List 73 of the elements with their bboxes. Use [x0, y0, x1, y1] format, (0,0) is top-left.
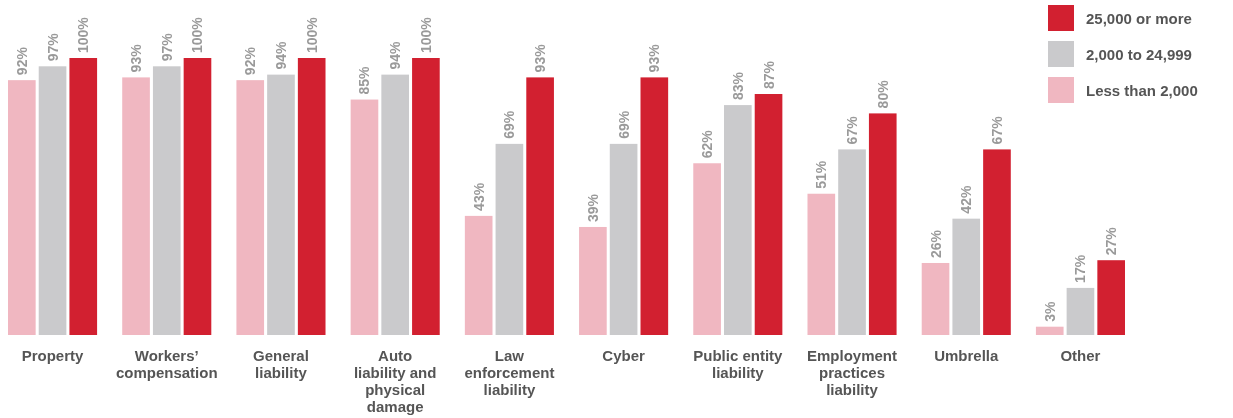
data-label: 80% [874, 79, 891, 109]
data-label: 97% [158, 32, 175, 62]
bar [183, 58, 212, 335]
x-tick-label: General liability [253, 347, 309, 381]
data-label: 67% [844, 115, 861, 145]
bar [754, 94, 783, 335]
bar [152, 66, 181, 335]
bar [38, 66, 67, 335]
data-label: 93% [646, 43, 663, 73]
data-label: 67% [988, 115, 1005, 145]
x-tick-label: Other [1060, 347, 1101, 364]
x-tick-label: Law enforcement liability [464, 347, 555, 398]
bar [921, 262, 950, 335]
x-tick-label: Public entity liability [693, 347, 784, 381]
data-label: 97% [44, 32, 61, 62]
x-tick-label: Employment practices liability [807, 347, 898, 398]
bar [693, 163, 721, 335]
bar [495, 143, 524, 335]
data-label: 3% [1041, 300, 1058, 322]
data-label: 69% [501, 110, 518, 139]
bar [983, 149, 1011, 335]
data-label: 39% [584, 193, 601, 222]
data-label: 100% [75, 16, 92, 53]
bar [526, 77, 554, 335]
bar [609, 143, 638, 335]
legend-label: 2,000 to 24,999 [1086, 46, 1192, 63]
legend-label: Less than 2,000 [1086, 82, 1198, 99]
bar [868, 113, 897, 335]
bar [724, 105, 752, 335]
data-label: 94% [272, 41, 289, 70]
bar [8, 80, 36, 335]
bar [807, 193, 836, 335]
data-label: 85% [356, 65, 373, 95]
data-label: 100% [189, 16, 206, 53]
data-label: 69% [615, 110, 632, 139]
bar [464, 215, 493, 335]
bar [579, 226, 607, 335]
data-label: 83% [729, 71, 746, 101]
bar [838, 149, 866, 335]
x-tick-label: Cyber [602, 347, 646, 364]
bar [236, 80, 265, 335]
data-label: 42% [958, 185, 975, 214]
bar [1066, 287, 1095, 335]
data-label: 93% [128, 43, 145, 73]
data-label: 43% [470, 182, 487, 211]
x-tick-label: Workers’ compensation [115, 347, 218, 381]
data-label: 100% [303, 16, 320, 53]
data-label: 27% [1103, 226, 1120, 256]
x-tick-label: Property [21, 347, 85, 364]
bar [350, 99, 379, 335]
x-tick-label: Umbrella [934, 347, 999, 364]
bar [1097, 260, 1125, 335]
bar [122, 77, 150, 335]
data-label: 26% [927, 229, 944, 258]
data-label: 92% [242, 46, 259, 76]
bar [297, 58, 326, 335]
bar [952, 218, 981, 335]
bar [267, 74, 295, 335]
data-label: 17% [1072, 254, 1089, 283]
data-label: 87% [760, 60, 777, 90]
legend-label: 25,000 or more [1086, 10, 1192, 27]
data-label: 93% [532, 43, 549, 73]
bar [69, 58, 98, 335]
x-tick-label: Auto liability and physical damage [353, 347, 437, 415]
data-label: 94% [387, 41, 404, 70]
data-label: 92% [13, 46, 30, 76]
bar [381, 74, 409, 335]
bar [412, 58, 440, 335]
data-label: 62% [699, 129, 716, 159]
data-label: 51% [813, 160, 830, 189]
bar [1035, 326, 1064, 335]
data-label: 100% [417, 16, 434, 53]
bar [640, 77, 669, 335]
